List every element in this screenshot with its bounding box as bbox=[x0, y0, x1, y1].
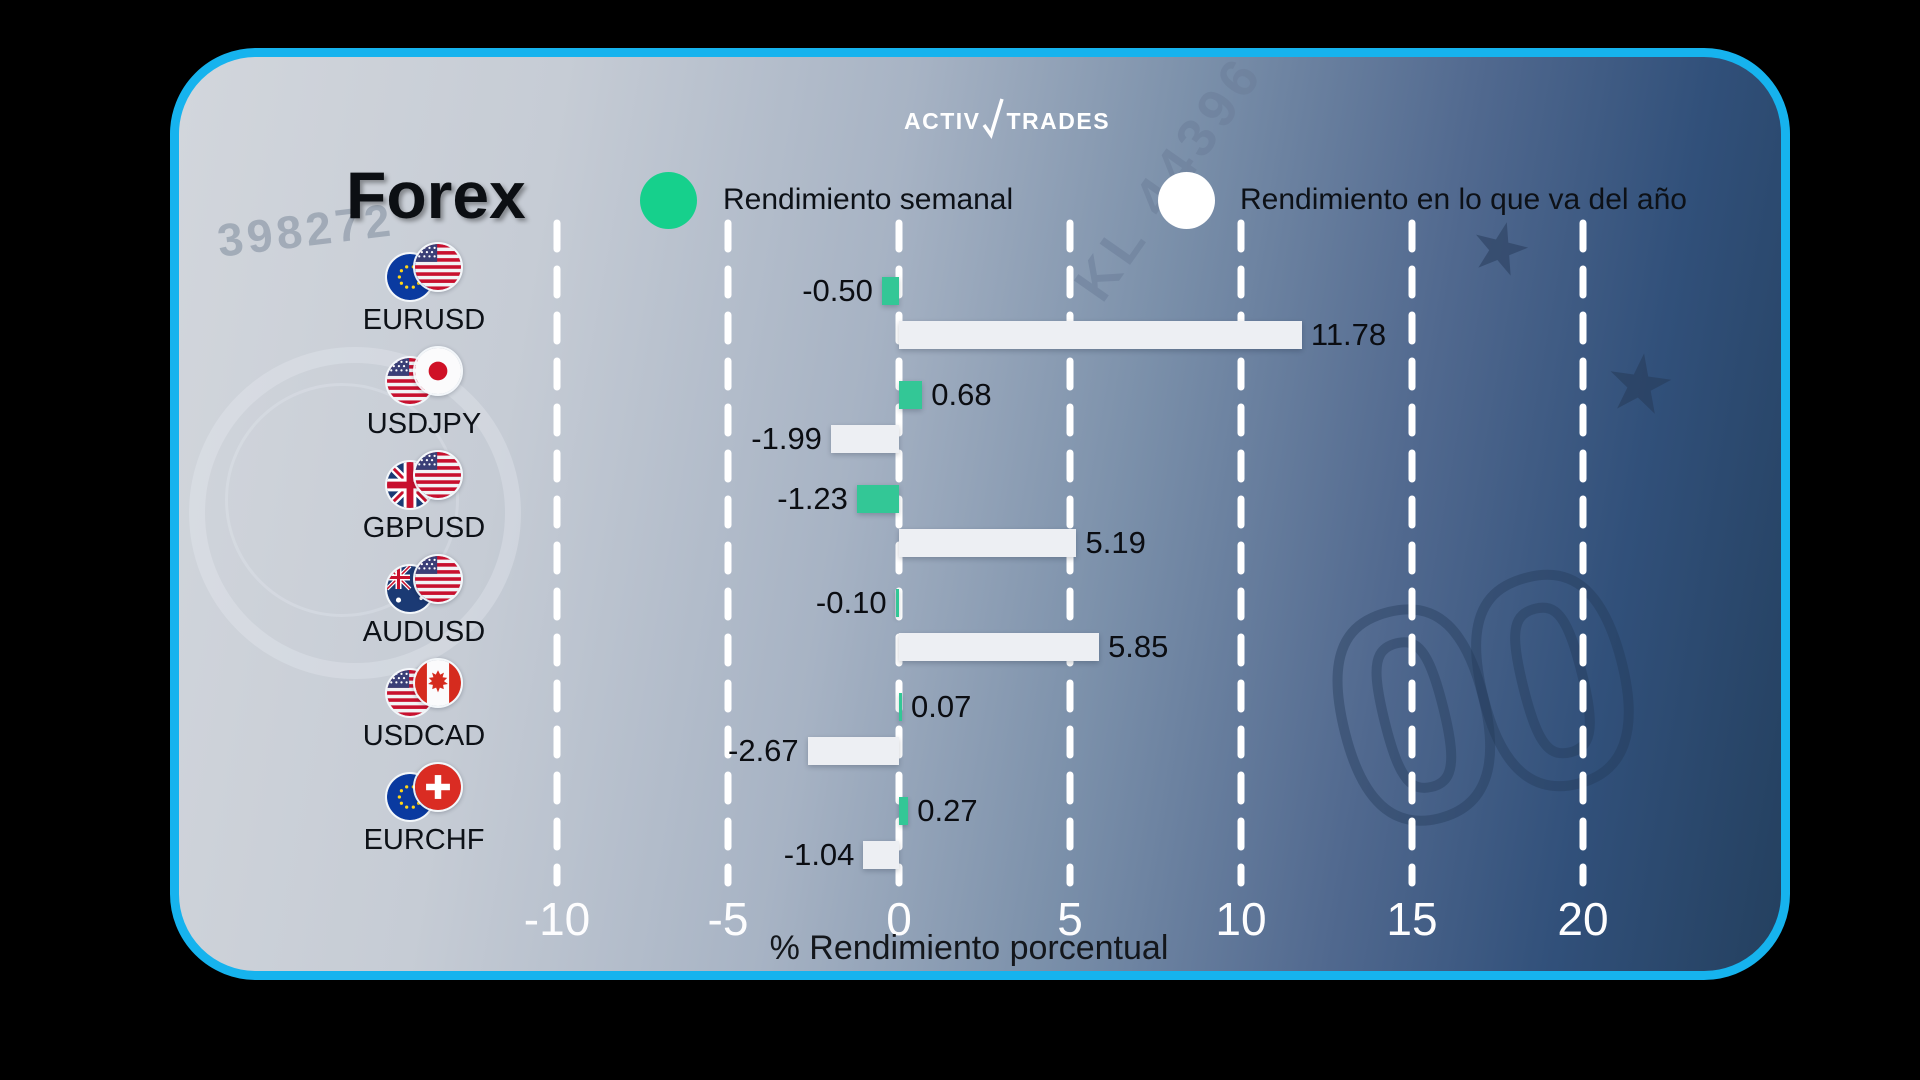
ca-flag-icon bbox=[413, 658, 463, 708]
pair-label: AUDUSD bbox=[362, 616, 486, 648]
bar-ytd-audusd bbox=[899, 633, 1100, 661]
x-tick-label-15: 15 bbox=[1386, 893, 1438, 945]
bar-ytd-gbpusd bbox=[899, 529, 1077, 557]
value-label-ytd-eurchf: -1.04 bbox=[783, 837, 855, 872]
bar-weekly-usdjpy bbox=[899, 381, 923, 409]
pair-row-gbpusd: GBPUSD bbox=[314, 450, 534, 545]
value-label-weekly-eurchf: 0.27 bbox=[917, 793, 978, 828]
x-tick-label-10: 10 bbox=[1215, 893, 1267, 945]
value-label-weekly-audusd: -0.10 bbox=[815, 585, 887, 620]
bar-ytd-eurusd bbox=[899, 321, 1302, 349]
pair-row-eurusd: EURUSD bbox=[314, 242, 534, 337]
flag-pair bbox=[385, 658, 463, 718]
bar-weekly-audusd bbox=[895, 589, 899, 617]
gridlines bbox=[553, 219, 1587, 887]
value-label-ytd-usdjpy: -1.99 bbox=[751, 421, 822, 456]
flag-pair bbox=[385, 242, 463, 302]
pair-label: USDJPY bbox=[366, 408, 482, 440]
pair-label: GBPUSD bbox=[362, 512, 486, 544]
legend-ytd-label: Rendimiento en lo que va del año bbox=[1240, 183, 1687, 216]
legend-ytd-swatch-icon bbox=[1158, 172, 1215, 229]
value-label-ytd-audusd: 5.85 bbox=[1108, 629, 1169, 664]
x-axis-title: % Rendimiento porcentual bbox=[769, 929, 1169, 967]
legend-weekly-swatch-icon bbox=[640, 172, 697, 229]
pair-row-usdjpy: USDJPY bbox=[314, 346, 534, 441]
x-tick-label--5: -5 bbox=[707, 893, 749, 945]
value-label-weekly-usdjpy: 0.68 bbox=[931, 377, 992, 412]
bar-weekly-eurchf bbox=[899, 797, 909, 825]
bar-chart-plot-area: -10 -5 0 5 10 15 20 -0.50 0.68 -1.23 -0.10 0.07 0.27… bbox=[179, 57, 1781, 971]
pair-row-usdcad: USDCAD bbox=[314, 658, 534, 753]
x-tick-label--10: -10 bbox=[523, 893, 591, 945]
jp-flag-icon bbox=[413, 346, 463, 396]
flag-pair bbox=[385, 554, 463, 614]
value-label-weekly-gbpusd: -1.23 bbox=[777, 481, 848, 516]
logo-text-trades: Trades bbox=[1006, 99, 1111, 136]
value-label-ytd-eurusd: 11.78 bbox=[1310, 317, 1387, 352]
us-flag-icon bbox=[413, 242, 463, 292]
pair-row-eurchf: EURCHF bbox=[314, 762, 534, 857]
us-flag-icon bbox=[413, 554, 463, 604]
bar-ytd-usdjpy bbox=[830, 425, 899, 453]
value-label-ytd-usdcad: -2.67 bbox=[728, 733, 799, 768]
chart-card: 398272 KL 44396 ★ ★ 00 Activ Trades Fore… bbox=[170, 48, 1790, 980]
flag-pair bbox=[385, 450, 463, 510]
bar-ytd-eurchf bbox=[863, 841, 899, 869]
value-label-weekly-usdcad: 0.07 bbox=[911, 689, 972, 724]
bar-weekly-usdcad bbox=[899, 693, 902, 721]
pair-label: USDCAD bbox=[362, 720, 486, 752]
value-label-ytd-gbpusd: 5.19 bbox=[1085, 525, 1146, 560]
legend-weekly-label: Rendimiento semanal bbox=[723, 183, 1014, 216]
logo-text-activ: Activ bbox=[903, 99, 981, 136]
flag-pair bbox=[385, 346, 463, 406]
ch-flag-icon bbox=[413, 762, 463, 812]
pair-row-audusd: AUDUSD bbox=[314, 554, 534, 649]
logo-check-icon bbox=[983, 98, 1005, 139]
value-label-weekly-eurusd: -0.50 bbox=[802, 273, 873, 308]
activtrades-logo: Activ Trades bbox=[807, 97, 1207, 139]
pair-label: EURUSD bbox=[362, 304, 486, 336]
us-flag-icon bbox=[413, 450, 463, 500]
pair-label: EURCHF bbox=[363, 824, 485, 856]
flag-pair bbox=[385, 762, 463, 822]
x-tick-label-20: 20 bbox=[1557, 893, 1609, 945]
x-tick-label-0: 0 bbox=[886, 893, 912, 945]
page-title: Forex bbox=[346, 158, 526, 232]
x-tick-label-5: 5 bbox=[1057, 893, 1083, 945]
bar-weekly-gbpusd bbox=[856, 485, 899, 513]
bar-weekly-eurusd bbox=[881, 277, 899, 305]
bar-ytd-usdcad bbox=[807, 737, 899, 765]
